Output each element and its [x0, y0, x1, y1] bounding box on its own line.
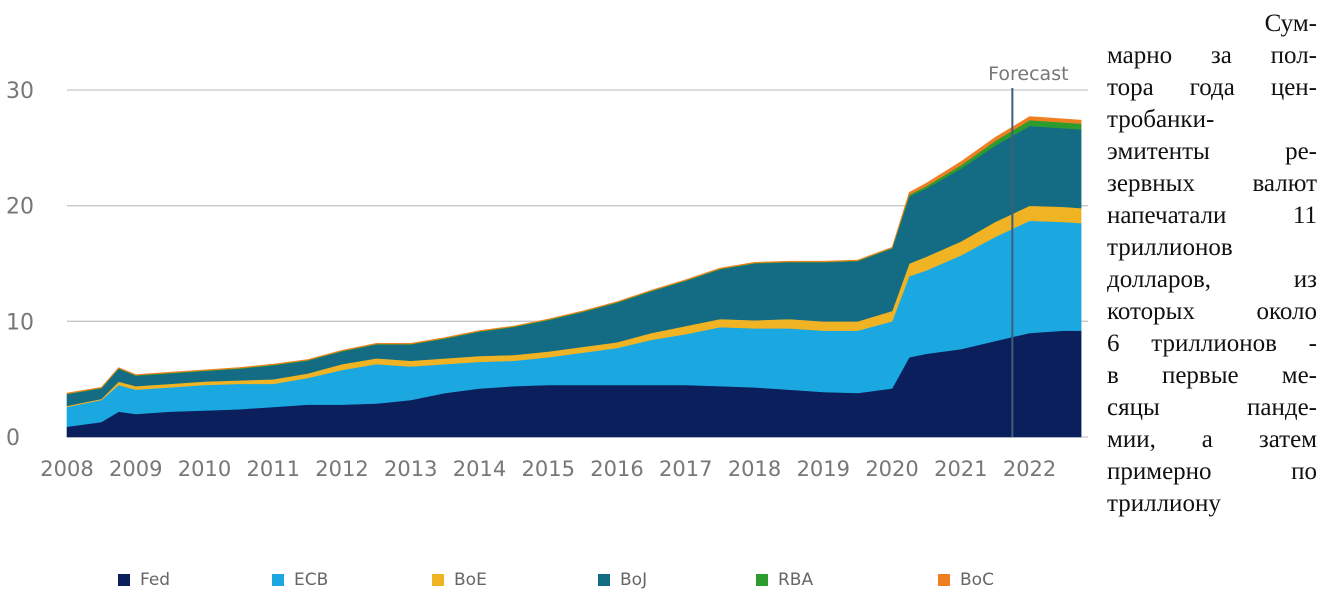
- side-text-word: около: [1256, 298, 1317, 325]
- side-text-word: примерно: [1107, 458, 1212, 485]
- side-text-word: сяцы: [1107, 394, 1160, 421]
- x-tick-label: 2019: [797, 457, 850, 481]
- side-text-line: в первые ме-: [1107, 360, 1317, 392]
- y-tick-label: 30: [6, 79, 34, 104]
- side-text-word: цен-: [1270, 74, 1317, 101]
- area-series-boc: [66, 116, 1082, 394]
- side-text-word: зервных: [1107, 170, 1195, 197]
- side-text-word: а: [1201, 426, 1213, 453]
- side-text-line: тробанки-: [1107, 106, 1215, 133]
- x-tick-label: 2011: [247, 457, 300, 481]
- x-tick-label: 2010: [178, 457, 231, 481]
- side-text-word: -: [1308, 330, 1317, 357]
- x-tick-label: 2014: [453, 457, 506, 481]
- side-text-word: марно: [1107, 42, 1173, 69]
- side-text-line: примерно по: [1107, 456, 1317, 488]
- side-text-word: затем: [1258, 426, 1317, 453]
- side-text-word: первые: [1161, 362, 1239, 389]
- y-axis: 0 10 20 30: [6, 79, 34, 451]
- side-text-line: Сум-: [1264, 10, 1317, 37]
- side-paragraph: Сум- марно за пол- тора года цен- тробанки- …: [1107, 8, 1317, 520]
- x-axis: 2008 2009 2010 2011 2012 2013 2014 2015 2016 2017…: [40, 457, 1056, 481]
- side-text-line: долларов, из: [1107, 264, 1317, 296]
- y-tick-label: 20: [6, 195, 34, 220]
- side-text-word: ме-: [1281, 362, 1317, 389]
- side-text-line: 6 триллионов -: [1107, 328, 1317, 360]
- side-text-word: ре-: [1285, 138, 1317, 165]
- x-tick-label: 2022: [1003, 457, 1056, 481]
- area-layer: [66, 116, 1082, 438]
- side-text-word: долларов,: [1107, 266, 1211, 293]
- y-tick-label: 10: [6, 310, 34, 335]
- side-text-word: из: [1293, 266, 1317, 293]
- x-tick-label: 2017: [659, 457, 712, 481]
- forecast-layer: Forecast: [988, 63, 1069, 437]
- stacked-area-chart: Forecast 0 10 20 30 2008 2009 2010 2011 2012 201…: [6, 63, 1088, 481]
- x-tick-label: 2009: [109, 457, 162, 481]
- side-text-line: напечатали 11: [1107, 200, 1317, 232]
- side-text-line: мии, а затем: [1107, 424, 1317, 456]
- side-text-word: которых: [1107, 298, 1195, 325]
- chart-container: Forecast 0 10 20 30 2008 2009 2010 2011 2012 201…: [6, 63, 1088, 590]
- side-text-word: по: [1291, 458, 1317, 485]
- x-tick-label: 2021: [934, 457, 987, 481]
- side-text-word: мии,: [1107, 426, 1156, 453]
- side-text-word: пол-: [1270, 42, 1317, 69]
- y-tick-label: 0: [6, 426, 20, 451]
- x-tick-label: 2008: [40, 457, 93, 481]
- side-text-word: 11: [1292, 202, 1317, 229]
- forecast-label: Forecast: [988, 63, 1068, 85]
- side-text-word: 6: [1107, 330, 1120, 357]
- x-tick-label: 2015: [522, 457, 575, 481]
- side-text-word: эмитенты: [1107, 138, 1210, 165]
- side-text-line: триллионов: [1107, 234, 1233, 261]
- side-text-word: тора: [1107, 74, 1154, 101]
- side-text-line: марно за пол-: [1107, 40, 1317, 72]
- side-text-word: в: [1107, 362, 1119, 389]
- side-text-line: сяцы панде-: [1107, 392, 1317, 424]
- side-text-line: эмитенты ре-: [1107, 136, 1317, 168]
- side-text-line: которых около: [1107, 296, 1317, 328]
- x-tick-label: 2013: [384, 457, 437, 481]
- x-tick-label: 2020: [865, 457, 918, 481]
- side-text-line: триллиону: [1107, 490, 1221, 517]
- side-text-word: триллионов: [1151, 330, 1277, 357]
- side-text-word: года: [1189, 74, 1235, 101]
- side-text-word: валют: [1252, 170, 1317, 197]
- side-text-word: за: [1210, 42, 1232, 69]
- side-text-line: тора года цен-: [1107, 72, 1317, 104]
- x-tick-label: 2016: [590, 457, 643, 481]
- x-tick-label: 2018: [728, 457, 781, 481]
- side-text-word: панде-: [1247, 394, 1317, 421]
- x-tick-label: 2012: [315, 457, 368, 481]
- side-text-line: зервных валют: [1107, 168, 1317, 200]
- side-text-word: напечатали: [1107, 202, 1227, 229]
